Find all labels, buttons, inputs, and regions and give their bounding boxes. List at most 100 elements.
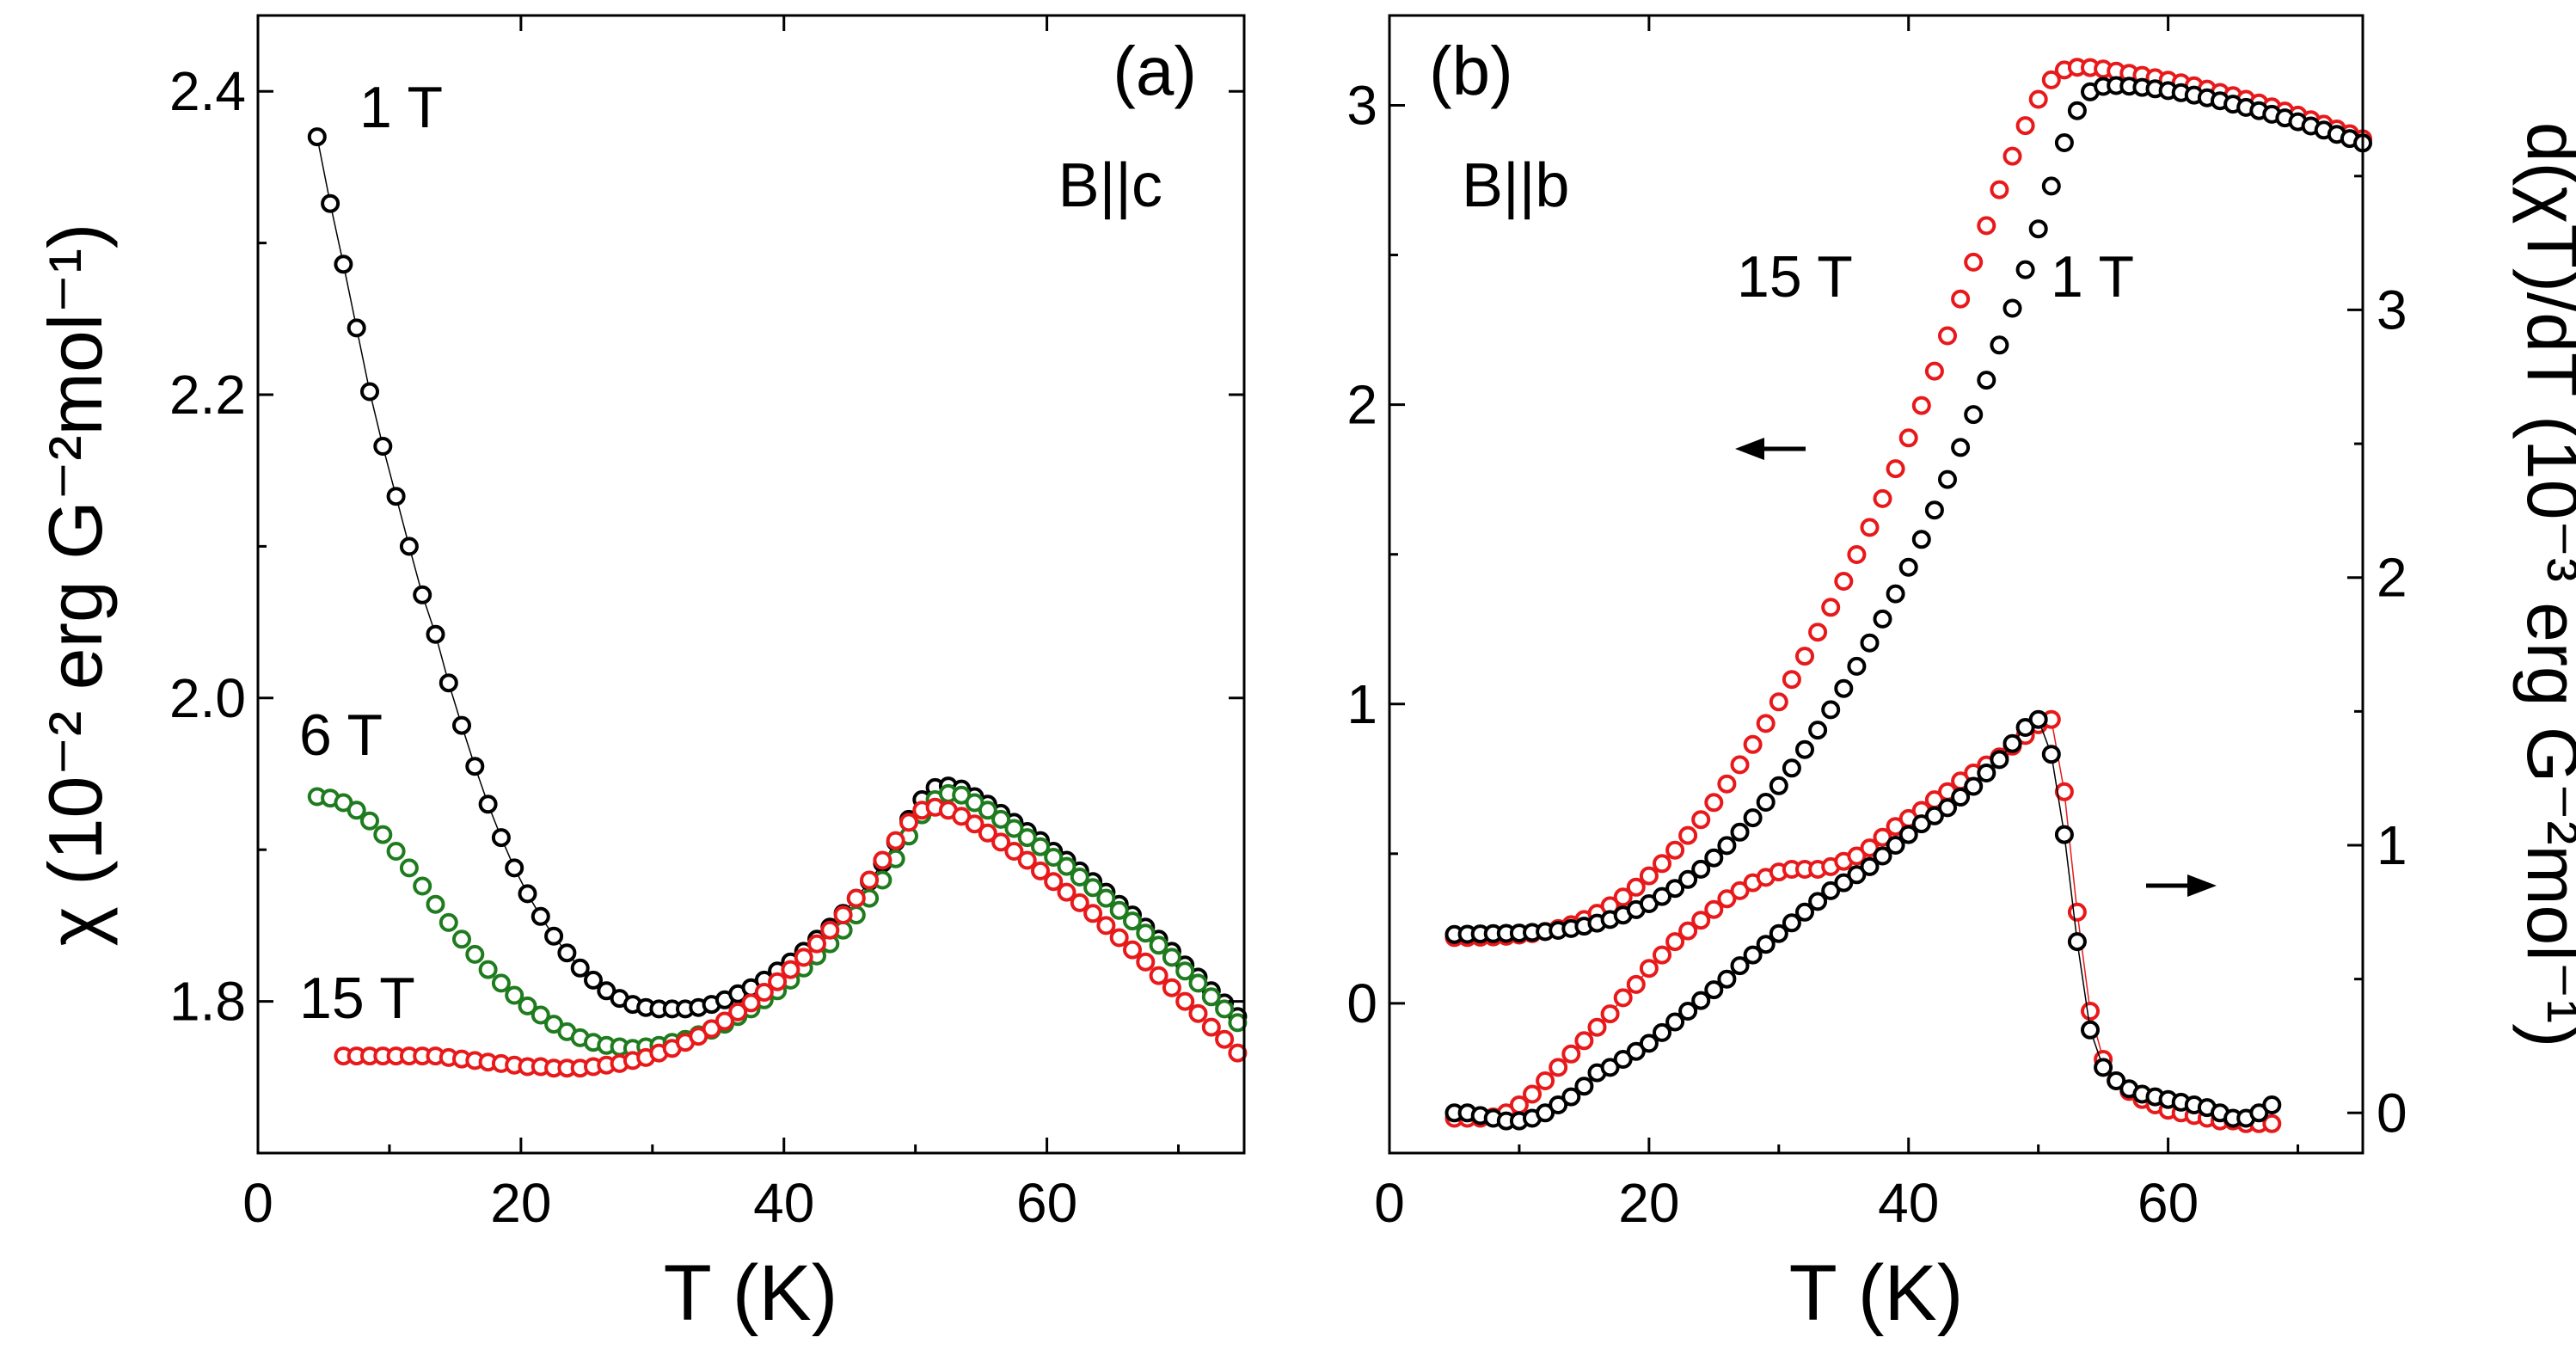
panel-a-field-direction: B||c [1058, 151, 1162, 220]
panel-a-point-1-t [531, 906, 550, 926]
panel-b-point-1-t-derivative [2054, 825, 2074, 844]
panel-b-point-1-t-derivative [1678, 1002, 1698, 1021]
panel-b-point-15-t [1613, 887, 1633, 907]
panel-a-label: (a) [1113, 33, 1197, 109]
panel-b-point-15-t [2041, 70, 2061, 89]
panel-b-y-tick-label-right: 1 [2377, 814, 2407, 876]
panel-b-point-15-t-derivative [2262, 1114, 2282, 1133]
panel-b-ticks: 0 20 40 60 0 1 2 3 0 1 2 3 [1346, 15, 2407, 1234]
panel-a-point-1-t [360, 382, 379, 402]
panel-a-y-tick-label: 2.0 [169, 667, 246, 729]
panel-b-point-15-t-derivative [1678, 921, 1698, 941]
panel-b-point-1-t [1782, 758, 1801, 778]
panel-a-x-tick-label: 0 [242, 1172, 273, 1234]
panel-a-point-15-t [899, 813, 918, 832]
panel-a-point-15-t [781, 960, 800, 979]
panel-b-x-tick-label: 40 [1878, 1172, 1939, 1234]
panel-b-point-15-t [1782, 670, 1801, 690]
panel-b-point-15-t [1795, 647, 1814, 666]
panel-b-point-15-t-derivative [1626, 974, 1646, 994]
panel-b-point-15-t [1977, 216, 1996, 236]
panel-a-point-6-t [1175, 961, 1195, 981]
panel-a-point-6-t [978, 801, 997, 820]
panel-b-point-15-t-derivative [1704, 899, 1724, 919]
panel-b-point-1-t [1964, 405, 1984, 425]
panel-b-point-1-t-derivative [2067, 932, 2087, 952]
panel-a-point-15-t [768, 972, 788, 991]
panel-a-point-1-t [439, 673, 458, 693]
panel-a-point-1-t [347, 318, 366, 338]
panel-a-point-1-t [557, 943, 577, 963]
panel-a-point-15-t [846, 888, 866, 908]
panel-b-point-1-t-derivative [1964, 776, 1984, 796]
panel-a-point-1-t [307, 127, 327, 147]
panel-a-point-6-t [1083, 878, 1103, 898]
panel-a-point-6-t [360, 811, 379, 831]
panel-b-point-1-t [2028, 219, 2048, 239]
panel-b-point-1-t-derivative [1743, 945, 1763, 965]
panel-a-point-1-t [321, 193, 340, 213]
panel-b-y-tick-label-left: 3 [1346, 74, 1377, 136]
panel-b-ylabel-right: d(χT)/dT (10⁻³ erg G⁻²mol⁻¹) [2512, 122, 2576, 1047]
panel-b-y-tick-label-left: 0 [1346, 972, 1377, 1034]
panel-a-point-6-t [1031, 837, 1050, 856]
panel-b-y-tick-label-left: 1 [1346, 673, 1377, 735]
panel-b-point-15-t [1653, 854, 1671, 874]
panel-b-point-1-t-derivative [2028, 709, 2048, 729]
panel-b-point-1-t [1678, 869, 1698, 889]
panel-b-annotation-15T: 15 T [1737, 244, 1853, 310]
panel-a-point-6-t [413, 876, 432, 896]
panel-a-point-1-t [452, 715, 471, 735]
panel-a-point-15-t [741, 993, 761, 1013]
panel-b-point-15-t-derivative [1691, 911, 1711, 930]
panel-a-point-15-t [1031, 861, 1050, 880]
panel-a-point-6-t [386, 842, 406, 861]
panel-a-xlabel: T (K) [664, 1249, 838, 1337]
panel-b-point-15-t [1691, 810, 1711, 830]
panel-a-point-1-t [570, 958, 590, 978]
panel-a-point-6-t [373, 825, 393, 844]
panel-b-point-1-t-derivative [1626, 1041, 1646, 1061]
panel-b-point-15-t [1911, 396, 1931, 415]
panel-b-point-1-t-derivative [1782, 913, 1801, 933]
panel-b-point-1-t [1977, 371, 1996, 390]
panel-a-point-6-t [1123, 911, 1142, 931]
panel-a-x-tick-label: 20 [490, 1172, 551, 1234]
panel-a-point-15-t [1096, 916, 1116, 936]
panel-a-x-tick-label: 60 [1016, 1172, 1077, 1234]
panel-b-point-1-t [1873, 609, 1892, 629]
panel-a-ylabel: χ (10⁻² erg G⁻²mol⁻¹) [33, 224, 118, 947]
panel-a-point-15-t [1044, 872, 1064, 892]
panel-b-point-15-t [1730, 755, 1750, 775]
panel-b-x-tick-label: 60 [2137, 1172, 2199, 1234]
panel-b-point-1-t-derivative [1873, 846, 1892, 866]
panel-b-point-1-t [1834, 678, 1854, 698]
panel-b-point-15-t-derivative [1613, 988, 1633, 1008]
panel-a-point-1-t [413, 585, 432, 604]
panel-b-point-1-t [1808, 721, 1828, 740]
panel-a-point-15-t [728, 1002, 748, 1022]
panel-a-point-15-t [860, 870, 880, 890]
panel-b-point-1-t-derivative [2081, 1020, 2100, 1040]
panel-b-point-15-t-derivative [1587, 1017, 1607, 1037]
panel-a-point-6-t [505, 985, 524, 1005]
panel-a-point-6-t [1201, 987, 1221, 1007]
panel-a-point-15-t [1188, 1003, 1208, 1023]
panel-a-point-1-t [334, 255, 353, 274]
panel-a-point-6-t [465, 944, 485, 964]
panel-a-point-6-t [399, 858, 419, 878]
panel-b-marks [1444, 58, 2372, 1133]
panel-b-point-15-t [1665, 840, 1685, 860]
panel-a-point-15-t [1149, 966, 1168, 985]
panel-b-point-1-t-derivative [1730, 956, 1750, 976]
panel-b-point-1-t [1951, 438, 1971, 457]
panel-b-point-1-t-derivative [2249, 1103, 2269, 1123]
panel-a-point-1-t [386, 487, 406, 506]
panel-b-x-tick-label: 0 [1374, 1172, 1405, 1234]
panel-a-point-6-t [1070, 868, 1089, 887]
panel-b-point-15-t [1951, 289, 1971, 309]
panel-a-point-15-t [820, 920, 840, 940]
panel-b-point-1-t-derivative [1951, 788, 1971, 807]
panel-b-point-15-t [1873, 488, 1892, 508]
